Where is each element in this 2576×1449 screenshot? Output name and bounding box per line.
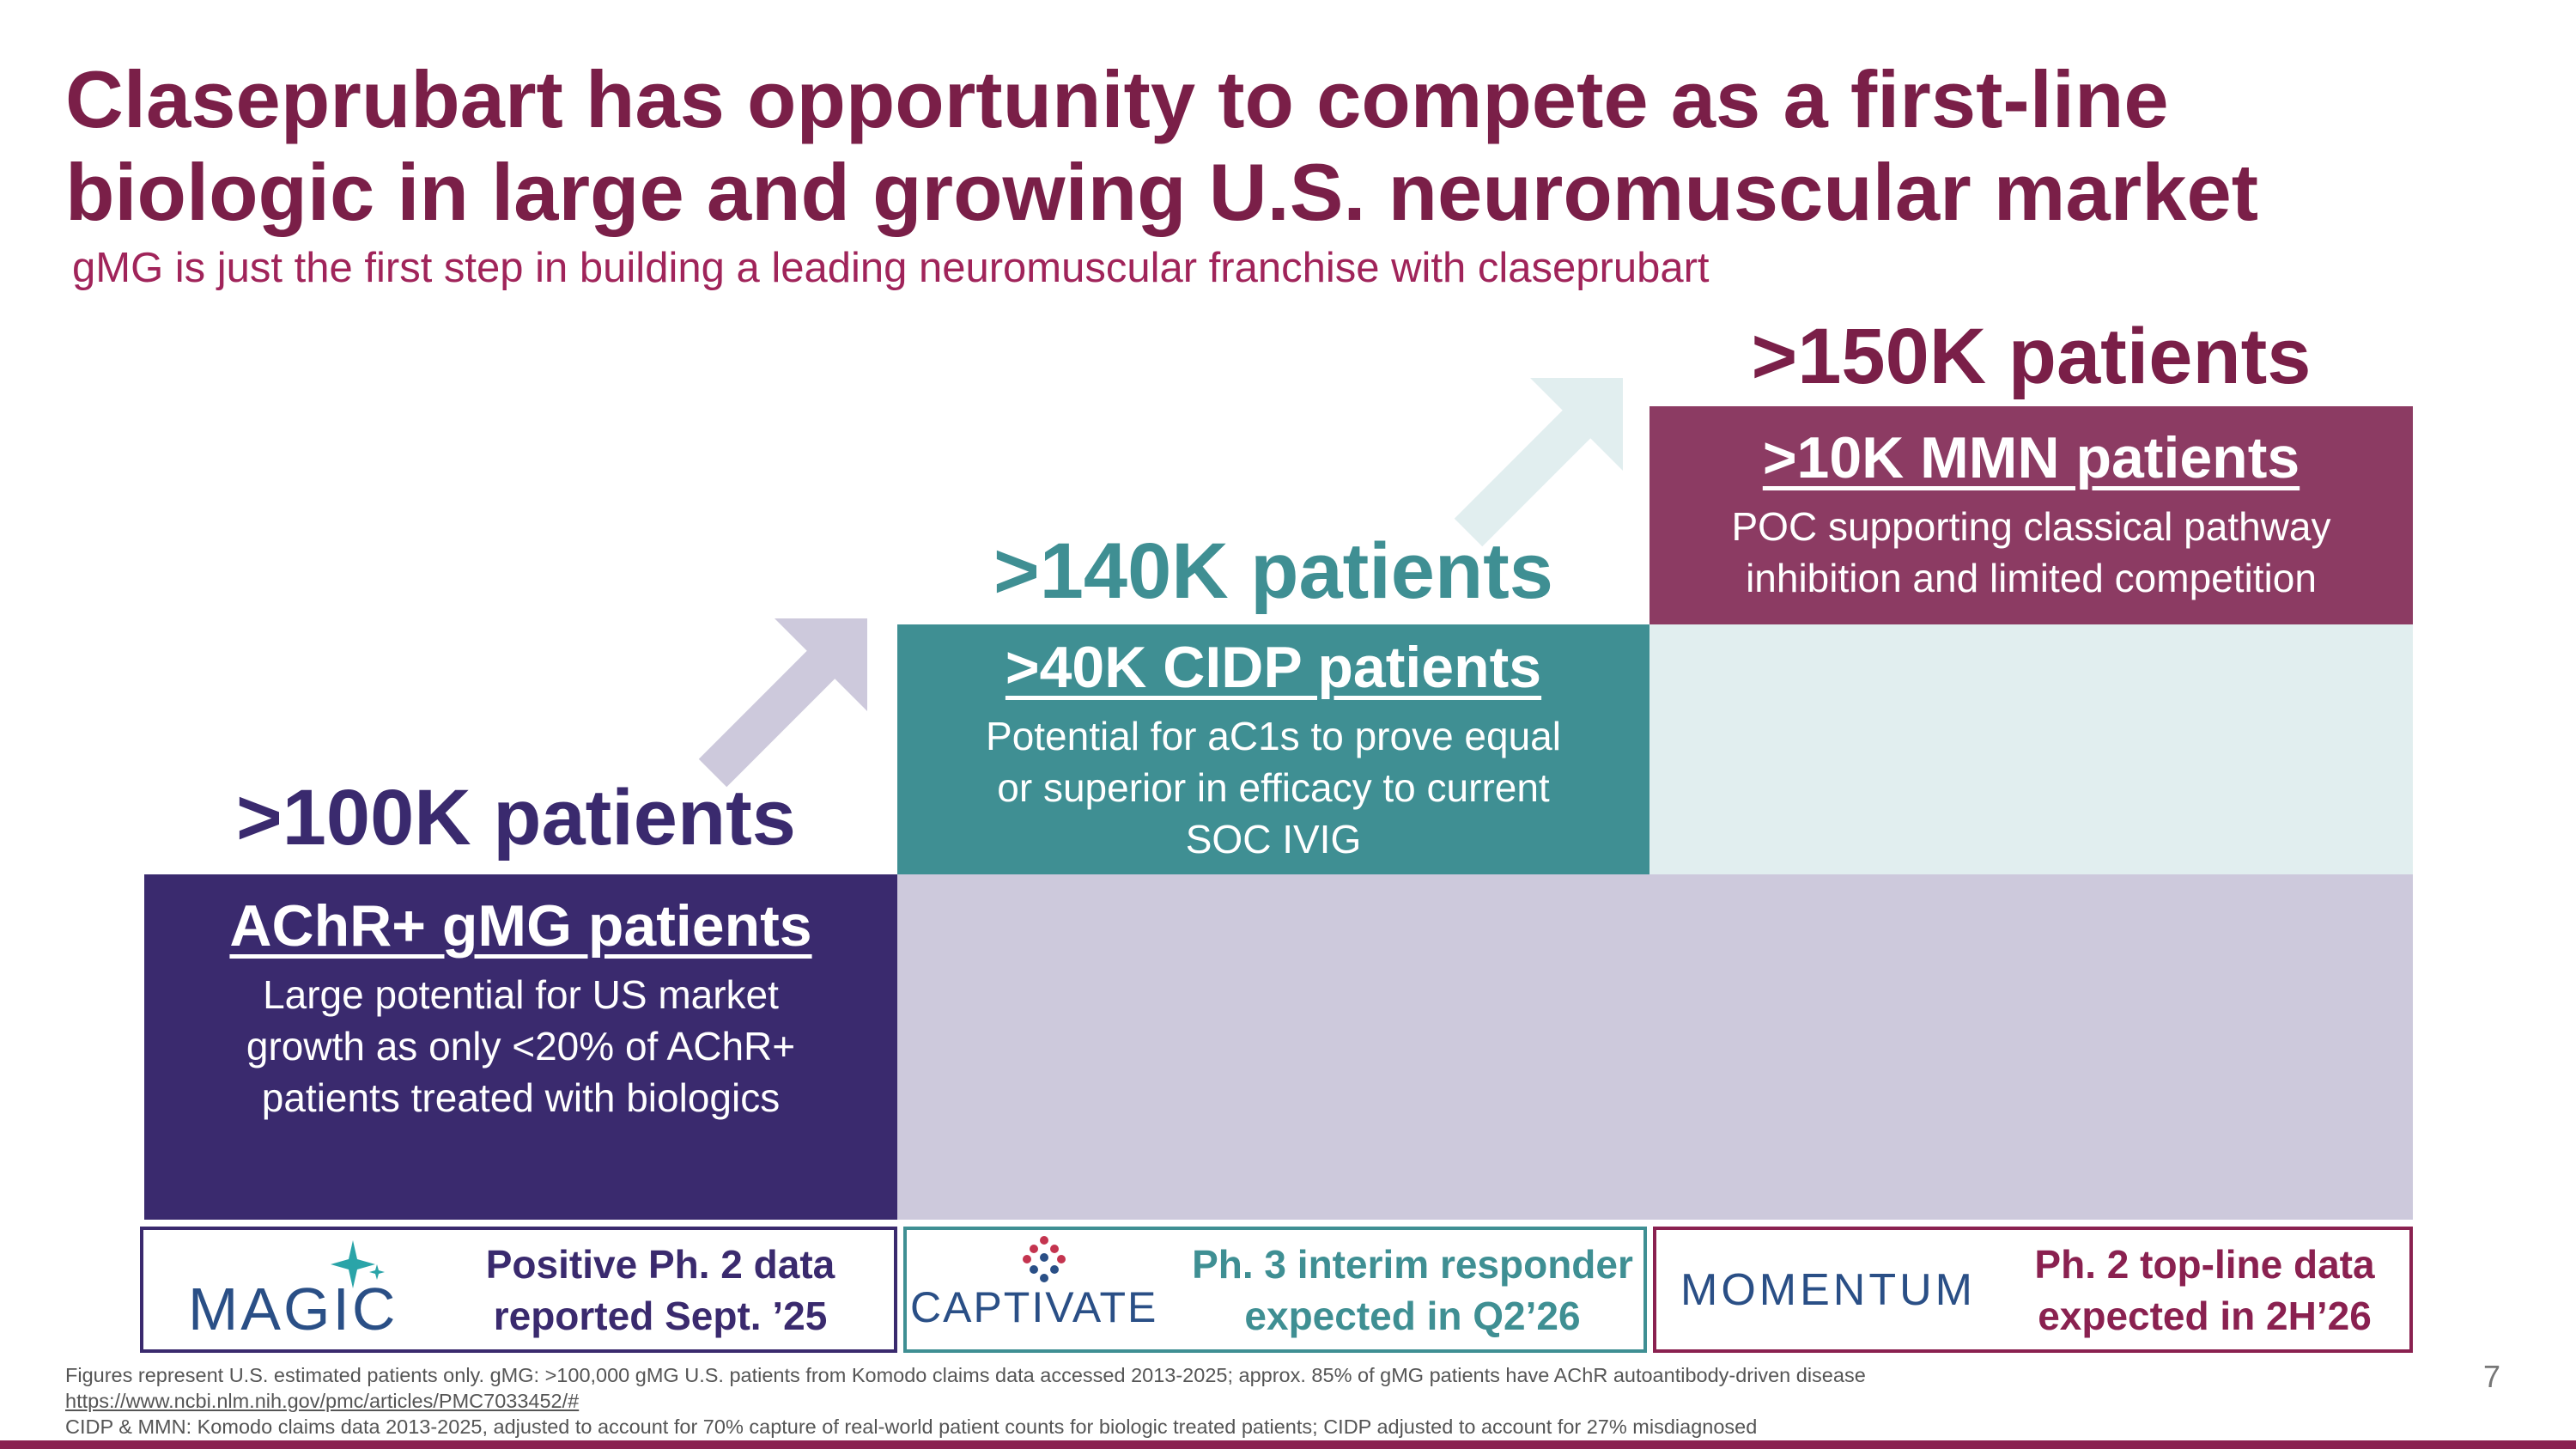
tier3-total: >150K patients (1751, 313, 2312, 400)
milestone-momentum: MOMENTUM Ph. 2 top-line data expected in… (1653, 1227, 2413, 1353)
magic-logo-text: MAGIC (188, 1275, 398, 1342)
tier1-body-line: Large potential for US market (263, 972, 779, 1017)
captivate-emblem-icon (1023, 1236, 1066, 1282)
tier1-heading: AChR+ gMG patients (229, 893, 812, 959)
milestone-captivate-line: expected in Q2’26 (1244, 1293, 1581, 1338)
milestone-magic-text: Positive Ph. 2 data reported Sept. ’25 (427, 1239, 894, 1342)
milestone-magic: MAGIC Positive Ph. 2 data reported Sept.… (140, 1227, 897, 1353)
title-line-1: Claseprubart has opportunity to compete … (65, 54, 2169, 144)
tier2-box: >40K CIDP patients Potential for aC1s to… (897, 624, 1649, 874)
tier2-body-line: SOC IVIG (1185, 817, 1362, 861)
page-number: 7 (2482, 1359, 2500, 1394)
milestone-magic-line: Positive Ph. 2 data (485, 1241, 835, 1287)
tier2-body: Potential for aC1s to prove equal or sup… (986, 710, 1561, 865)
tier2-extension-panel (1649, 624, 2413, 874)
tier2-body-line: or superior in efficacy to current (997, 765, 1550, 810)
milestone-momentum-text: Ph. 2 top-line data expected in 2H’26 (2000, 1239, 2409, 1342)
milestone-momentum-line: expected in 2H’26 (2038, 1293, 2372, 1338)
growth-arrow-icon (698, 618, 867, 788)
footnote-line: CIDP & MMN: Komodo claims data 2013-2025… (65, 1416, 1758, 1438)
sparkle-icon (331, 1240, 385, 1288)
tier1-body: Large potential for US market growth as … (246, 969, 795, 1123)
magic-logo: MAGIC (143, 1227, 427, 1353)
bottom-accent-bar (0, 1440, 2576, 1449)
tier3-body-line: POC supporting classical pathway (1731, 504, 2331, 549)
page-subtitle: gMG is just the first step in building a… (72, 245, 1710, 291)
tier1-body-line: patients treated with biologics (261, 1075, 781, 1120)
milestone-captivate-line: Ph. 3 interim responder (1192, 1241, 1633, 1287)
captivate-logo: CAPTIVATE (907, 1227, 1182, 1353)
tier3-box: >10K MMN patients POC supporting classic… (1649, 406, 2413, 624)
momentum-logo: MOMENTUM (1656, 1227, 2000, 1353)
tier2-body-line: Potential for aC1s to prove equal (986, 714, 1561, 758)
footnote-link[interactable]: https://www.ncbi.nlm.nih.gov/pmc/article… (65, 1390, 580, 1412)
milestone-captivate: CAPTIVATE Ph. 3 interim responder expect… (903, 1227, 1647, 1353)
growth-arrow-icon (1454, 378, 1623, 547)
footnote-line: Figures represent U.S. estimated patient… (65, 1364, 1866, 1386)
tier1-extension-panel (897, 874, 2413, 1220)
tier2-total: >140K patients (993, 527, 1553, 615)
page-title: Claseprubart has opportunity to compete … (65, 53, 2521, 239)
momentum-logo-text: MOMENTUM (1680, 1264, 1976, 1315)
tier2-heading: >40K CIDP patients (1005, 635, 1542, 700)
tier3-heading: >10K MMN patients (1762, 425, 2300, 490)
tier3-body-line: inhibition and limited competition (1746, 556, 2317, 600)
milestone-magic-line: reported Sept. ’25 (493, 1293, 828, 1338)
captivate-logo-text: CAPTIVATE (910, 1283, 1158, 1331)
milestone-momentum-line: Ph. 2 top-line data (2034, 1241, 2375, 1287)
tier3-body: POC supporting classical pathway inhibit… (1732, 501, 2331, 604)
tier1-total: >100K patients (236, 774, 796, 861)
tier1-box: AChR+ gMG patients Large potential for U… (144, 874, 897, 1220)
title-line-2: biologic in large and growing U.S. neuro… (65, 147, 2259, 237)
tier1-body-line: growth as only <20% of AChR+ (246, 1024, 796, 1068)
milestone-captivate-text: Ph. 3 interim responder expected in Q2’2… (1182, 1239, 1643, 1342)
